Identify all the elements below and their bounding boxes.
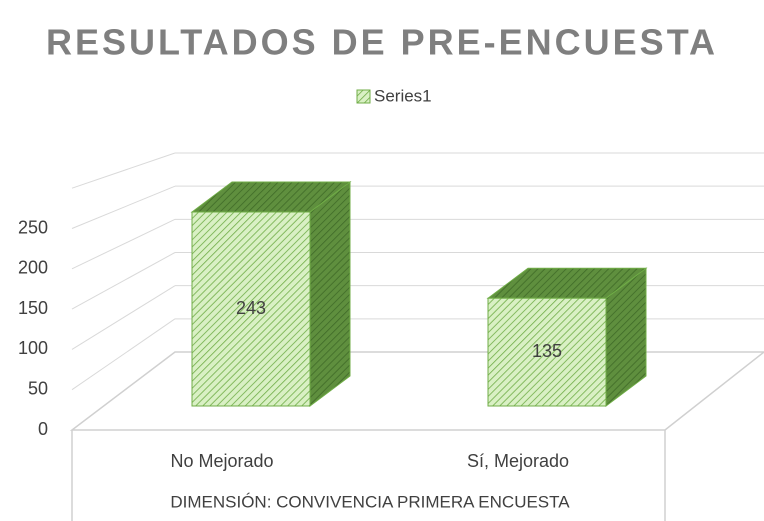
x-tick-label: Sí, Mejorado [467,451,569,471]
bar-front [487,297,607,407]
y-tick-label: 150 [18,298,48,318]
x-axis-title: DIMENSIÓN: CONVIVENCIA PRIMERA ENCUESTA [170,492,570,511]
y-tick-label: 250 [18,217,48,237]
grid-line [71,218,176,270]
chart-title: RESULTADOS DE PRE-ENCUESTA [46,22,718,63]
legend-label: Series1 [374,86,432,105]
grid-line [71,285,176,350]
grid-line [71,185,176,229]
data-label: 135 [532,341,562,361]
bar-front [191,211,311,407]
y-tick-label: 0 [38,419,48,439]
grid-line [71,318,176,391]
x-tick-label: No Mejorado [170,451,273,471]
legend-swatch [356,89,371,104]
y-tick-label: 50 [28,378,48,398]
bar [190,181,352,407]
bar [486,267,648,407]
data-label: 243 [236,298,266,318]
floor [69,351,764,431]
bar-side [309,181,351,407]
grid-line [71,252,176,310]
wall-edge [71,152,176,189]
y-tick-label: 100 [18,338,48,358]
y-tick-label: 200 [18,258,48,278]
